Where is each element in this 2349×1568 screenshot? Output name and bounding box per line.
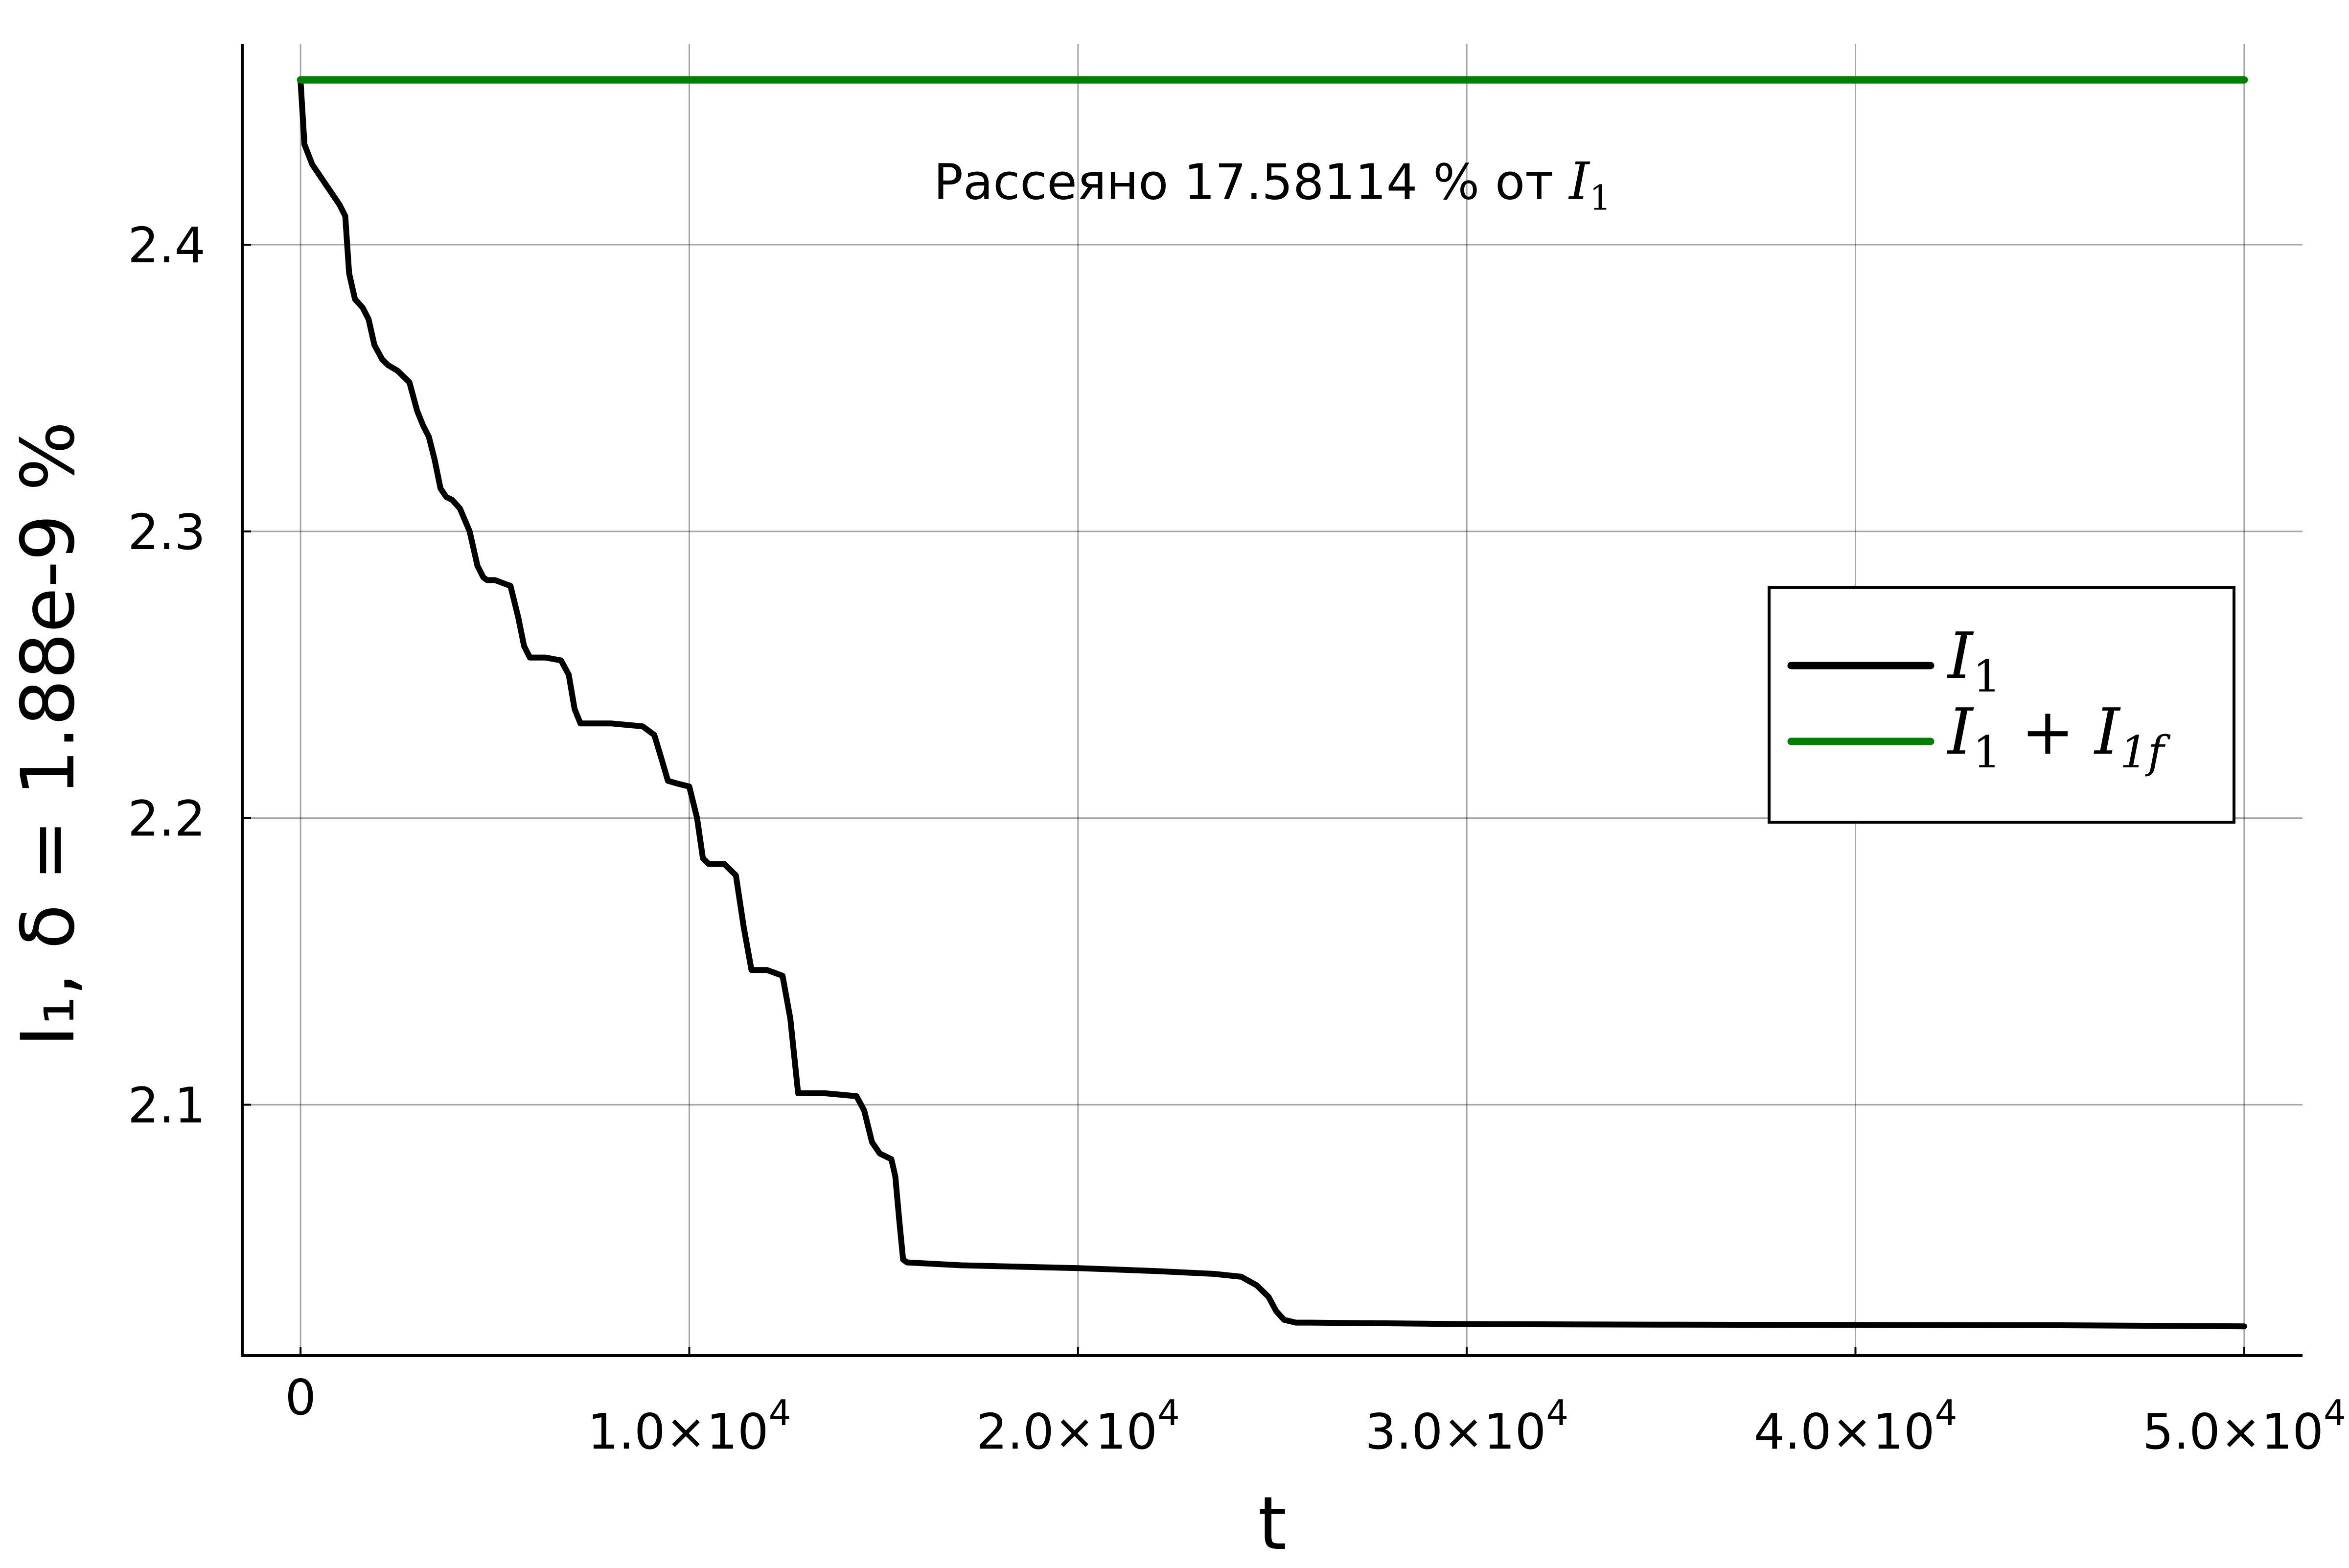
legend-label-sum-math2: I xyxy=(2094,694,2121,769)
y-axis-title: I₁, δ = 1.88e-9 % xyxy=(6,421,91,1047)
legend-label-i1: I1 xyxy=(1947,619,2001,702)
series-line-0 xyxy=(298,78,2247,1330)
y-tick-label-1: 2.2 xyxy=(128,790,206,848)
grid-lines xyxy=(242,44,2303,1356)
legend-label-sum-plus: + xyxy=(2001,694,2095,769)
annotation-math-sub: 1 xyxy=(1589,178,1612,218)
y-tick-label-2: 2.3 xyxy=(128,504,206,561)
legend-label-sum-sub2: 1f xyxy=(2120,727,2171,778)
legend-label-i1-sub: 1 xyxy=(1973,651,2001,702)
y-tick-label-0: 2.1 xyxy=(128,1077,206,1134)
legend-label-i1-math: I xyxy=(1947,619,1974,693)
legend: I1 I1 + I1f xyxy=(1768,586,2235,824)
legend-label-sum-sub1: 1 xyxy=(1973,727,2001,778)
x-tick-label-1: 1.0×104 xyxy=(588,1392,791,1460)
x-tick-label-4: 4.0×104 xyxy=(1754,1392,1958,1460)
legend-box xyxy=(1768,586,2235,824)
series-lines xyxy=(297,76,2248,1330)
x-tick-label-3: 3.0×104 xyxy=(1365,1392,1568,1460)
x-tick-label-2: 2.0×104 xyxy=(976,1392,1180,1460)
x-tick-label-5: 5.0×104 xyxy=(2142,1392,2346,1460)
legend-label-i1-plus-i1f: I1 + I1f xyxy=(1947,694,2171,778)
annotation-dissipated: Рассеяно 17.58114 % от I1 xyxy=(934,151,1612,218)
axes xyxy=(241,44,2303,1357)
annotation-math: I xyxy=(1568,151,1590,211)
x-tick-label-0: 0 xyxy=(285,1369,316,1426)
y-tick-label-3: 2.4 xyxy=(128,217,206,274)
legend-label-sum-math1: I xyxy=(1947,694,1974,769)
annotation-text: Рассеяно 17.58114 % от xyxy=(934,153,1569,210)
tick-labels: 0 1.0×104 2.0×104 3.0×104 4.0×104 5.0×104 2.1 2… xyxy=(128,217,2346,1460)
x-axis-title: t xyxy=(1258,1481,1287,1566)
